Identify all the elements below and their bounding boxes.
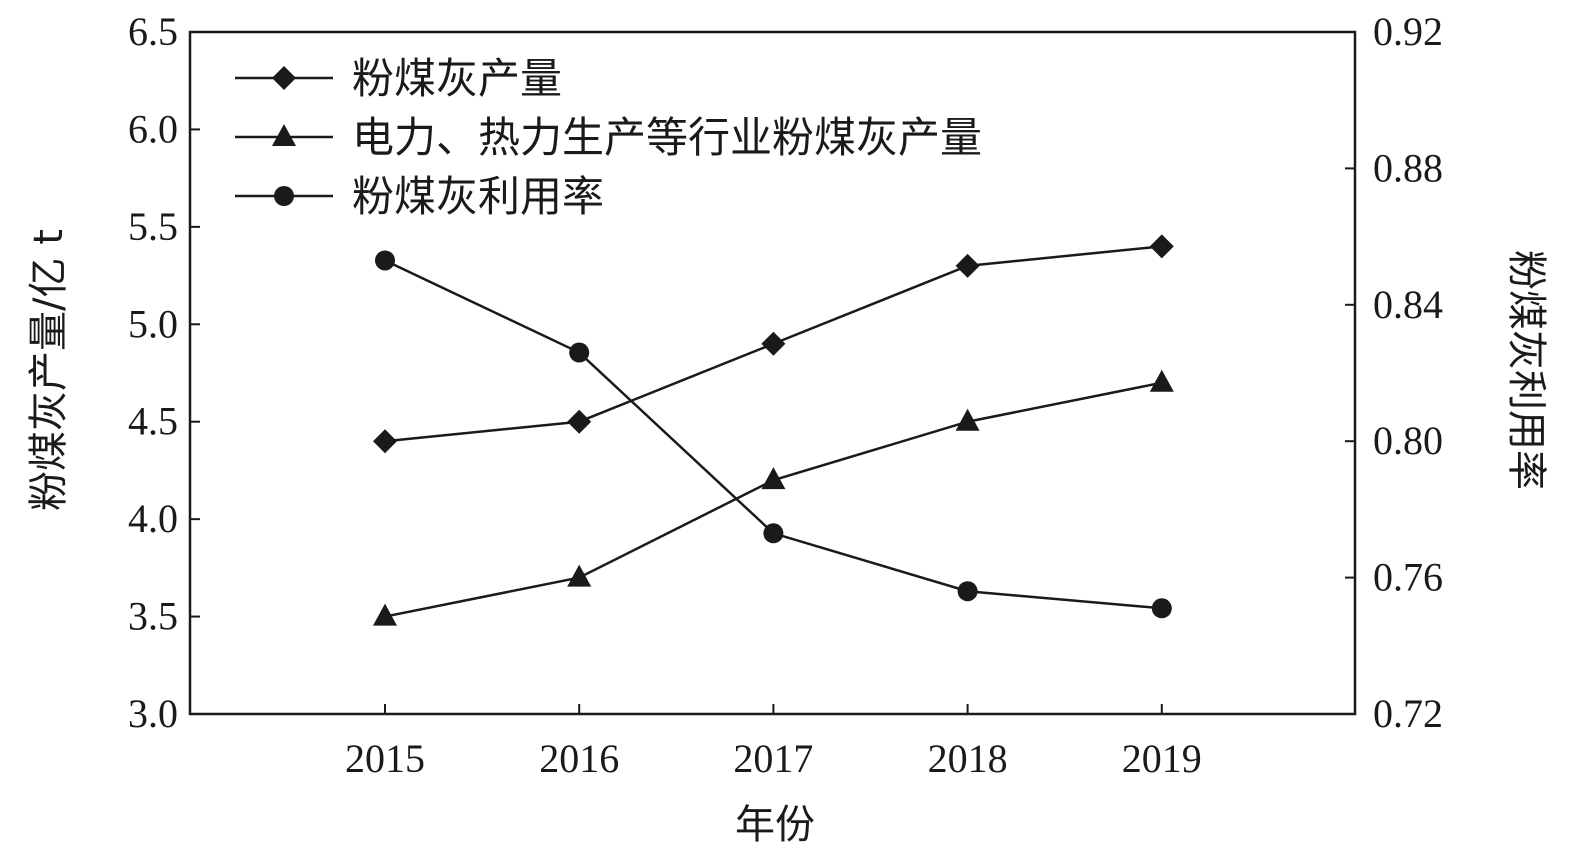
series-2-point [955, 408, 980, 431]
series-layer [373, 234, 1174, 626]
series-1-point [1149, 234, 1174, 259]
left-tick-label: 3.0 [128, 691, 178, 736]
left-tick-label: 6.0 [128, 106, 178, 151]
left-axis: 3.0 3.5 4.0 4.5 5.0 5.5 6.0 6.5 [128, 9, 200, 736]
series-1-point [373, 429, 397, 454]
legend-marker [272, 124, 296, 146]
series-3-point [1151, 598, 1172, 619]
series-1-point [567, 409, 592, 434]
left-tick-label: 5.5 [128, 204, 178, 249]
left-tick-label: 4.5 [128, 399, 178, 444]
series-3 [375, 250, 1172, 619]
left-tick-label: 4.0 [128, 496, 178, 541]
x-tick-label: 2018 [928, 736, 1008, 781]
right-tick-label: 0.84 [1373, 282, 1443, 327]
x-tick-label: 2017 [733, 736, 813, 781]
series-2-line [384, 381, 1163, 618]
legend-label: 粉煤灰产量 [352, 54, 562, 103]
series-2 [373, 369, 1174, 626]
legend-marker [272, 66, 296, 90]
left-tick-label: 6.5 [128, 9, 178, 54]
left-tick-label: 5.0 [128, 301, 178, 346]
series-1-point [761, 331, 786, 356]
x-axis-title: 年份 [735, 802, 815, 848]
series-1 [373, 234, 1174, 454]
y-axis-right-title: 粉煤灰利用率 [1503, 250, 1549, 490]
x-tick-label: 2016 [539, 736, 619, 781]
right-tick-label: 0.88 [1373, 145, 1443, 190]
series-2-point [761, 467, 786, 490]
series-1-point [955, 253, 980, 278]
series-3-line [384, 259, 1162, 610]
series-2-point [567, 564, 592, 587]
right-axis: 0.72 0.76 0.80 0.84 0.88 0.92 [1345, 9, 1443, 736]
series-3-point [375, 250, 395, 271]
legend-marker [274, 186, 294, 206]
x-tick-label: 2019 [1122, 736, 1202, 781]
left-tick-label: 3.5 [128, 594, 178, 639]
legend-label: 粉煤灰利用率 [352, 172, 604, 221]
y-axis-left-title: 粉煤灰产量/亿 t [26, 229, 72, 511]
series-3-point [569, 342, 590, 363]
x-tick-label: 2015 [345, 736, 425, 781]
right-tick-label: 0.76 [1373, 555, 1443, 600]
series-3-point [957, 581, 978, 602]
right-tick-label: 0.92 [1373, 9, 1443, 54]
right-tick-label: 0.72 [1373, 691, 1443, 736]
x-axis: 2015 2016 2017 2018 2019 [345, 704, 1202, 781]
series-2-point [373, 603, 397, 626]
right-tick-label: 0.80 [1373, 418, 1443, 463]
series-3-point [763, 523, 784, 544]
series-2-point [1149, 369, 1174, 392]
legend-label: 电力、热力生产等行业粉煤灰产量 [352, 113, 982, 162]
